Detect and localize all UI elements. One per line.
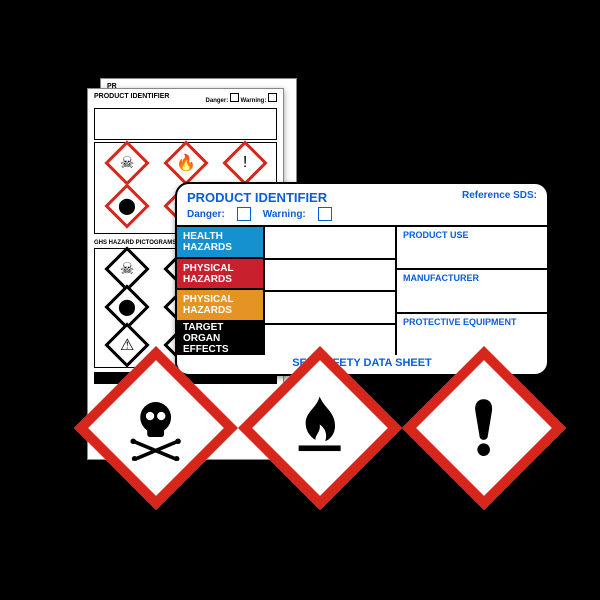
- flame-icon: [262, 370, 378, 486]
- hazard-physical-b: PHYSICAL HAZARDS: [177, 290, 263, 322]
- wide-warning-label: Warning:: [263, 209, 306, 220]
- skull-crossbones-icon: [98, 370, 214, 486]
- info-column: PRODUCT USE MANUFACTURER PROTECTIVE EQUI…: [395, 227, 547, 355]
- wide-danger-label: Danger:: [187, 209, 225, 220]
- hazard-target: TARGET ORGAN EFFECTS: [177, 322, 263, 355]
- hazard-column: HEALTH HAZARDS PHYSICAL HAZARDS PHYSICAL…: [177, 227, 263, 355]
- mini-picto: 🔥: [170, 147, 202, 186]
- mini-picto-outline: ☠: [111, 253, 143, 287]
- tall-blank-field: [94, 108, 277, 140]
- manufacturer-label: MANUFACTURER: [397, 270, 547, 313]
- mini-picto: ☠: [111, 147, 143, 186]
- warning-checkbox[interactable]: [318, 207, 332, 221]
- tall-danger-warning: Danger: Warning:: [206, 93, 277, 104]
- protective-equipment-label: PROTECTIVE EQUIPMENT: [397, 314, 547, 355]
- danger-checkbox[interactable]: [237, 207, 251, 221]
- exclamation-icon: [426, 370, 542, 486]
- label-card-wide: PRODUCT IDENTIFIER Reference SDS: Danger…: [175, 182, 549, 376]
- tall-product-identifier: PRODUCT IDENTIFIER: [94, 93, 169, 104]
- mini-picto-outline: ⬤: [111, 291, 143, 325]
- wide-reference-sds: Reference SDS:: [462, 190, 537, 205]
- hazard-health: HEALTH HAZARDS: [177, 227, 263, 259]
- mini-picto-outline: ⚠: [111, 329, 143, 363]
- hazard-physical-a: PHYSICAL HAZARDS: [177, 259, 263, 291]
- mini-picto: !: [229, 147, 261, 186]
- hazard-value-column: [263, 227, 395, 355]
- wide-product-identifier: PRODUCT IDENTIFIER: [187, 190, 327, 205]
- product-use-label: PRODUCT USE: [397, 227, 547, 270]
- mini-picto: ⬤: [111, 190, 143, 229]
